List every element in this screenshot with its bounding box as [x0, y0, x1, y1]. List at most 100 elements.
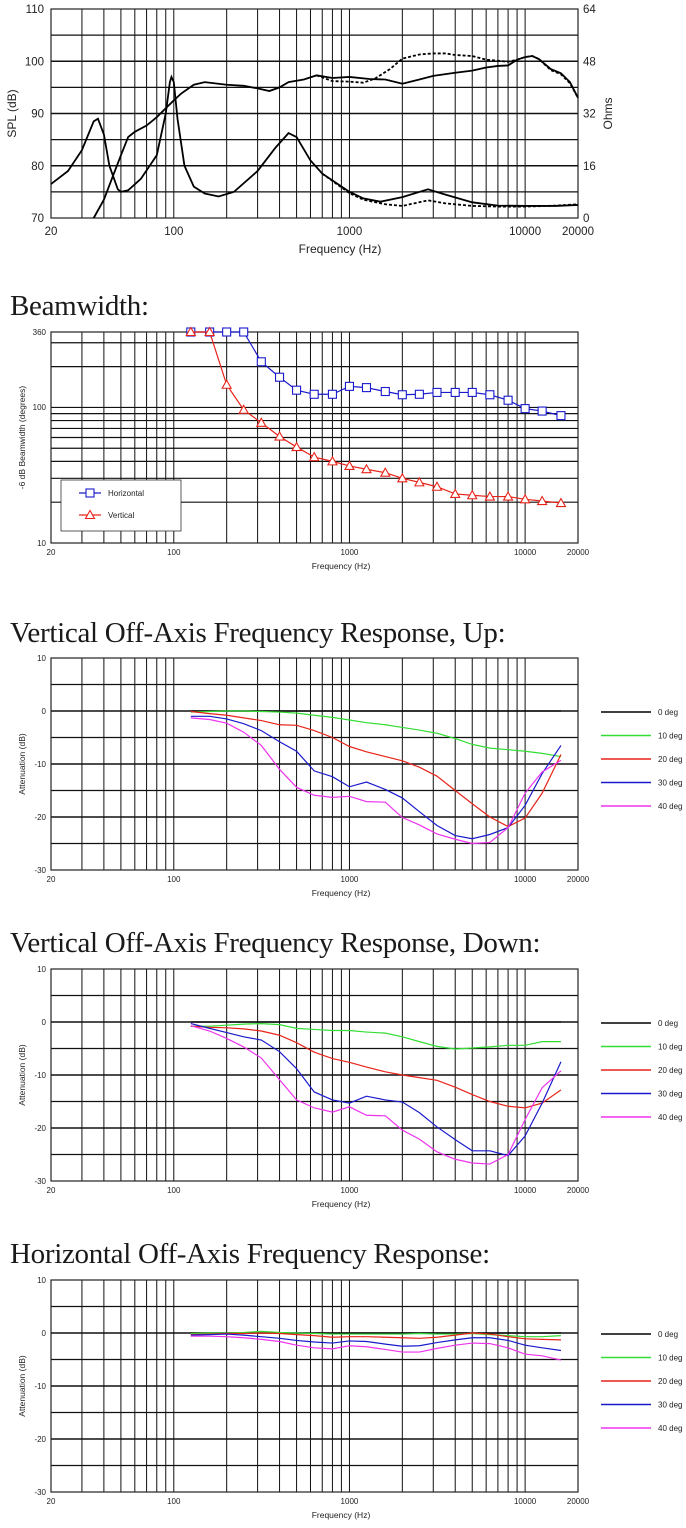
x-tick-label: 20: [47, 1186, 56, 1195]
x-tick-label: 10000: [509, 226, 541, 238]
legend-label: 0 deg: [658, 708, 678, 717]
legend-label: 40 deg: [658, 802, 682, 811]
legend: 0 deg 10 deg 20 deg 30 deg 40 deg: [601, 1019, 682, 1122]
plot-frame: [50, 1279, 579, 1493]
square-marker: [397, 390, 407, 400]
y-tick-label: 360: [33, 328, 47, 337]
y-tick-label: 10: [37, 654, 46, 663]
y-tick-label: -30: [34, 1488, 46, 1497]
y2-tick-label: 0: [583, 213, 589, 225]
y-tick-label: -20: [34, 1435, 46, 1444]
y-tick-label: 10: [37, 965, 46, 974]
series-line-1: [190, 1022, 561, 1050]
y-tick-label: 100: [33, 403, 47, 412]
square-marker: [327, 389, 337, 399]
grid: [51, 658, 578, 870]
y2-tick-label: 64: [583, 4, 596, 16]
triangle-marker: [308, 451, 320, 462]
x-tick-label: 100: [167, 1186, 181, 1195]
horizontal-chart: 20 100 1000 10000 20000100-10-20-30Frequency…: [17, 1276, 682, 1520]
x-tick-label: 20: [45, 226, 58, 238]
x-tick-label: 10000: [514, 1497, 537, 1506]
y-tick-label: 100: [25, 56, 44, 68]
legend-label: 20 deg: [658, 755, 682, 764]
y-tick-label: 110: [26, 4, 44, 16]
legend-label: 20 deg: [658, 1377, 682, 1386]
x-axis-label: Frequency (Hz): [312, 1510, 371, 1520]
y-axis-label: -6 dB Beamwidth (degrees): [17, 386, 27, 490]
series-line-3: [190, 715, 562, 840]
square-marker: [467, 387, 477, 397]
square-marker: [537, 406, 547, 416]
triangle-marker: [555, 497, 567, 508]
x-tick-label: 1000: [341, 1497, 359, 1506]
legend-label: 30 deg: [658, 1090, 682, 1099]
y-tick-label: 10: [37, 1276, 46, 1285]
triangle-marker: [449, 488, 461, 499]
plot-frame: [50, 331, 579, 544]
square-marker: [256, 357, 266, 367]
horizontal-title: Horizontal Off-Axis Frequency Response:: [10, 1238, 490, 1270]
legend-label: 30 deg: [658, 779, 682, 788]
legend: 0 deg 10 deg 20 deg 30 deg 40 deg: [601, 1330, 682, 1433]
y-tick-label: -30: [34, 1177, 46, 1186]
x-tick-label: 20: [47, 875, 56, 884]
y-tick-label: 0: [42, 1329, 47, 1338]
legend-label: 10 deg: [658, 1354, 682, 1363]
x-tick-label: 20: [47, 548, 56, 557]
x-axis-label: Frequency (Hz): [312, 1199, 371, 1209]
square-marker: [309, 389, 319, 399]
grid: [51, 1280, 578, 1492]
legend-box: [60, 479, 182, 532]
x-axis-label: Frequency (Hz): [299, 242, 382, 256]
series-line-1: [190, 710, 562, 758]
square-marker: [274, 372, 285, 382]
square-marker: [344, 381, 355, 391]
vertical-up-title: Vertical Off-Axis Frequency Response, Up…: [10, 617, 506, 649]
vertical-down-title: Vertical Off-Axis Frequency Response, Do…: [10, 927, 541, 959]
y-tick-label: -10: [34, 1382, 46, 1391]
series-line-4: [190, 1025, 562, 1165]
square-marker: [380, 386, 390, 397]
spl-impedance-chart: 20 100 1000 10000 20000 70 80 90 100 110 0 16 32 48 64…: [5, 4, 615, 256]
triangle-marker: [185, 326, 197, 337]
triangle-marker: [361, 463, 372, 474]
x-tick-label: 10000: [514, 1186, 537, 1195]
y-axis-label: Attenuation (dB): [17, 733, 27, 795]
triangle-marker: [396, 472, 408, 483]
legend: Horizontal Vertical: [60, 479, 182, 532]
triangle-marker: [84, 509, 96, 520]
triangle-marker: [431, 481, 443, 491]
x-tick-label: 20000: [567, 548, 590, 557]
square-marker: [414, 389, 424, 399]
x-tick-label: 20000: [562, 226, 594, 238]
y2-tick-label: 32: [583, 109, 596, 121]
y-tick-label: -20: [34, 813, 46, 822]
series-line-1: [190, 331, 562, 504]
x-axis-label: Frequency (Hz): [312, 888, 371, 898]
vertical-down-chart: 20 100 1000 10000 20000100-10-20-30Frequency…: [17, 965, 682, 1209]
y-axis-label: SPL (dB): [5, 89, 19, 137]
legend-label: 10 deg: [658, 732, 682, 741]
beamwidth-chart: 20 100 1000 10000 20000 10 100 360 Frequency (Hz…: [17, 326, 590, 571]
square-marker: [520, 404, 530, 414]
grid: [51, 9, 578, 218]
y-tick-label: 0: [42, 1018, 47, 1027]
vertical-up-chart: 20 100 1000 10000 20000100-10-20-30Frequency…: [17, 654, 682, 898]
series-line-4: [190, 1335, 562, 1361]
y-axis-label: Attenuation (dB): [17, 1355, 27, 1417]
grid: [51, 969, 578, 1181]
y2-tick-label: 48: [583, 56, 596, 68]
triangle-marker: [204, 326, 216, 337]
series-line-1: [316, 52, 579, 99]
square-marker: [450, 387, 460, 397]
y-tick-label: -10: [34, 1071, 46, 1080]
legend-label: 0 deg: [658, 1330, 678, 1339]
y-tick-label: 80: [31, 161, 44, 173]
grid: [51, 332, 578, 543]
legend-label: 20 deg: [658, 1066, 682, 1075]
triangle-marker: [519, 493, 531, 504]
y-tick-label: 0: [42, 707, 47, 716]
